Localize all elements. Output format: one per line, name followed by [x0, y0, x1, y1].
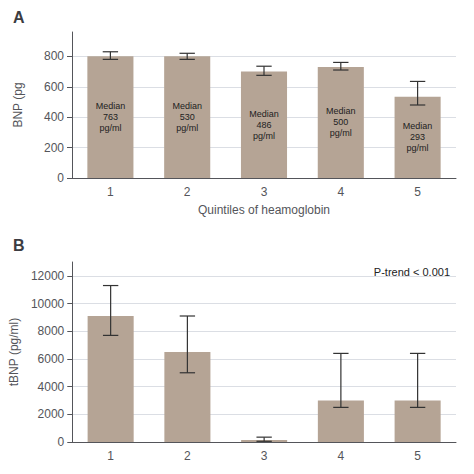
- svg-text:pg/ml: pg/ml: [176, 123, 198, 133]
- svg-text:Median: Median: [326, 106, 356, 116]
- svg-text:4: 4: [338, 449, 345, 463]
- svg-text:293: 293: [410, 132, 425, 142]
- svg-text:4000: 4000: [38, 380, 65, 394]
- svg-text:600: 600: [44, 80, 64, 94]
- svg-text:1: 1: [107, 185, 114, 199]
- svg-text:530: 530: [180, 112, 195, 122]
- svg-text:2000: 2000: [38, 407, 65, 421]
- svg-text:pg/ml: pg/ml: [330, 128, 352, 138]
- svg-text:5: 5: [414, 185, 421, 199]
- svg-text:B: B: [13, 237, 25, 254]
- svg-text:763: 763: [103, 112, 118, 122]
- svg-text:3: 3: [261, 185, 268, 199]
- svg-text:Median: Median: [403, 121, 433, 131]
- svg-text:2: 2: [184, 449, 191, 463]
- svg-text:200: 200: [44, 141, 64, 155]
- svg-text:tBNP (pg/ml): tBNP (pg/ml): [7, 318, 21, 386]
- svg-text:800: 800: [44, 49, 64, 63]
- svg-text:500: 500: [333, 117, 348, 127]
- svg-text:0: 0: [58, 435, 65, 449]
- svg-text:Quintiles of heamoglobin: Quintiles of heamoglobin: [198, 203, 330, 217]
- svg-text:A: A: [13, 9, 25, 26]
- svg-text:pg/ml: pg/ml: [99, 123, 121, 133]
- svg-text:6000: 6000: [38, 352, 65, 366]
- svg-text:8000: 8000: [38, 324, 65, 338]
- svg-text:12000: 12000: [31, 269, 65, 283]
- svg-text:BNP (pg: BNP (pg: [11, 82, 25, 127]
- svg-text:P-trend < 0.001: P-trend < 0.001: [374, 266, 450, 278]
- svg-text:10000: 10000: [31, 297, 65, 311]
- svg-text:486: 486: [256, 120, 271, 130]
- svg-text:pg/ml: pg/ml: [253, 131, 275, 141]
- svg-text:4: 4: [337, 185, 344, 199]
- svg-text:1: 1: [107, 449, 114, 463]
- svg-text:pg/ml: pg/ml: [407, 143, 429, 153]
- svg-text:2: 2: [184, 185, 191, 199]
- svg-text:Median: Median: [249, 109, 279, 119]
- svg-text:Median: Median: [172, 101, 202, 111]
- svg-text:5: 5: [414, 449, 421, 463]
- svg-text:400: 400: [44, 110, 64, 124]
- svg-text:0: 0: [57, 171, 64, 185]
- svg-text:3: 3: [261, 449, 268, 463]
- svg-text:Median: Median: [96, 101, 126, 111]
